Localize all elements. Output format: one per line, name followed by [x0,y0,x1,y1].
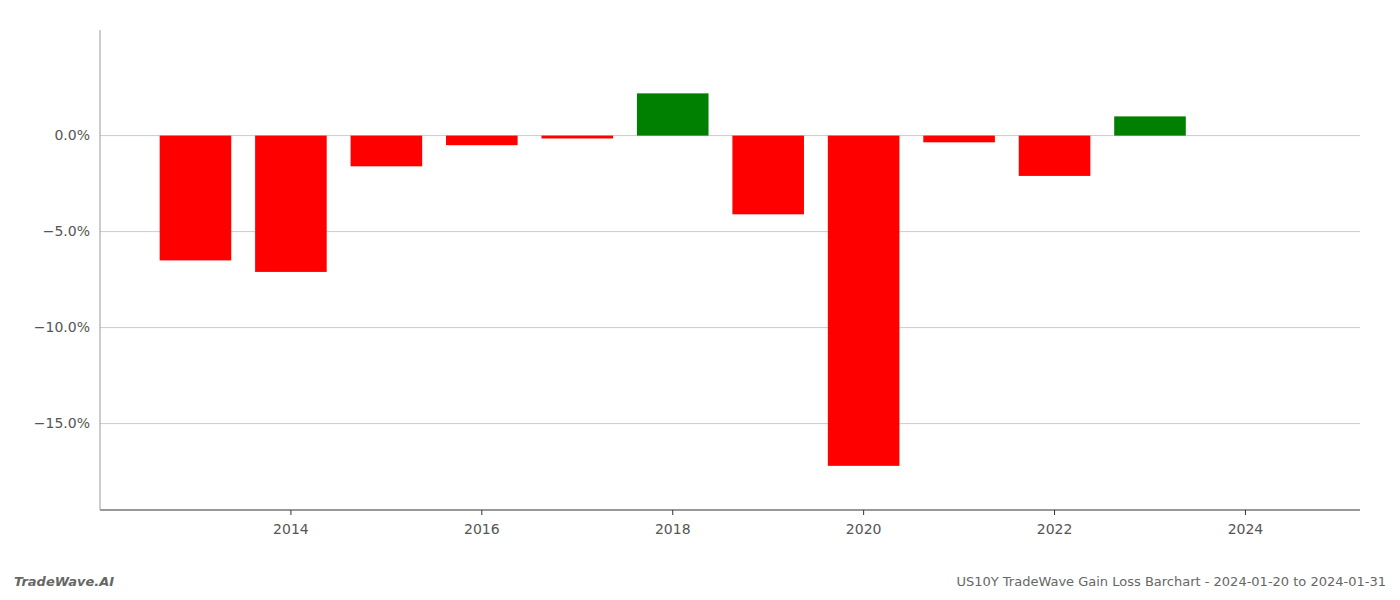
grid-line [100,327,1360,328]
x-tick-label: 2020 [846,521,882,537]
grid-line [100,423,1360,424]
chart-container: 0.0% −5.0% −10.0% −15.0% 2014 2016 2018 2020 202… [0,0,1400,600]
x-tick [1245,510,1246,515]
y-tick-label: −5.0% [43,223,90,239]
x-tick [863,510,864,515]
bar [923,136,995,143]
y-axis-line [100,30,101,510]
chart-svg: 0.0% −5.0% −10.0% −15.0% 2014 2016 2018 2020 202… [0,0,1400,600]
x-tick [481,510,482,515]
bars [160,93,1186,465]
x-tick-label: 2016 [464,521,500,537]
x-tick [672,510,673,515]
bar [828,136,900,466]
bar [637,93,709,135]
x-ticks: 2014 2016 2018 2020 2022 2024 [273,510,1263,537]
x-tick [1054,510,1055,515]
annotation-right: US10Y TradeWave Gain Loss Barchart - 202… [956,574,1386,589]
bar [1019,136,1091,176]
x-tick-label: 2024 [1228,521,1264,537]
y-tick-label: 0.0% [54,127,90,143]
bar [446,136,518,146]
bar [351,136,423,167]
x-tick [290,510,291,515]
bar [1114,116,1186,135]
annotation-left: TradeWave.AI [14,574,114,589]
bar [541,136,613,139]
x-tick-label: 2022 [1037,521,1073,537]
y-grid [100,136,1360,424]
x-axis-line [100,509,1360,510]
y-tick-label: −15.0% [34,415,90,431]
bar [160,136,232,261]
y-tick-label: −10.0% [34,319,90,335]
x-tick-label: 2018 [655,521,691,537]
bar [732,136,804,215]
x-tick-label: 2014 [273,521,309,537]
y-ticks: 0.0% −5.0% −10.0% −15.0% [34,127,90,431]
bar [255,136,327,272]
